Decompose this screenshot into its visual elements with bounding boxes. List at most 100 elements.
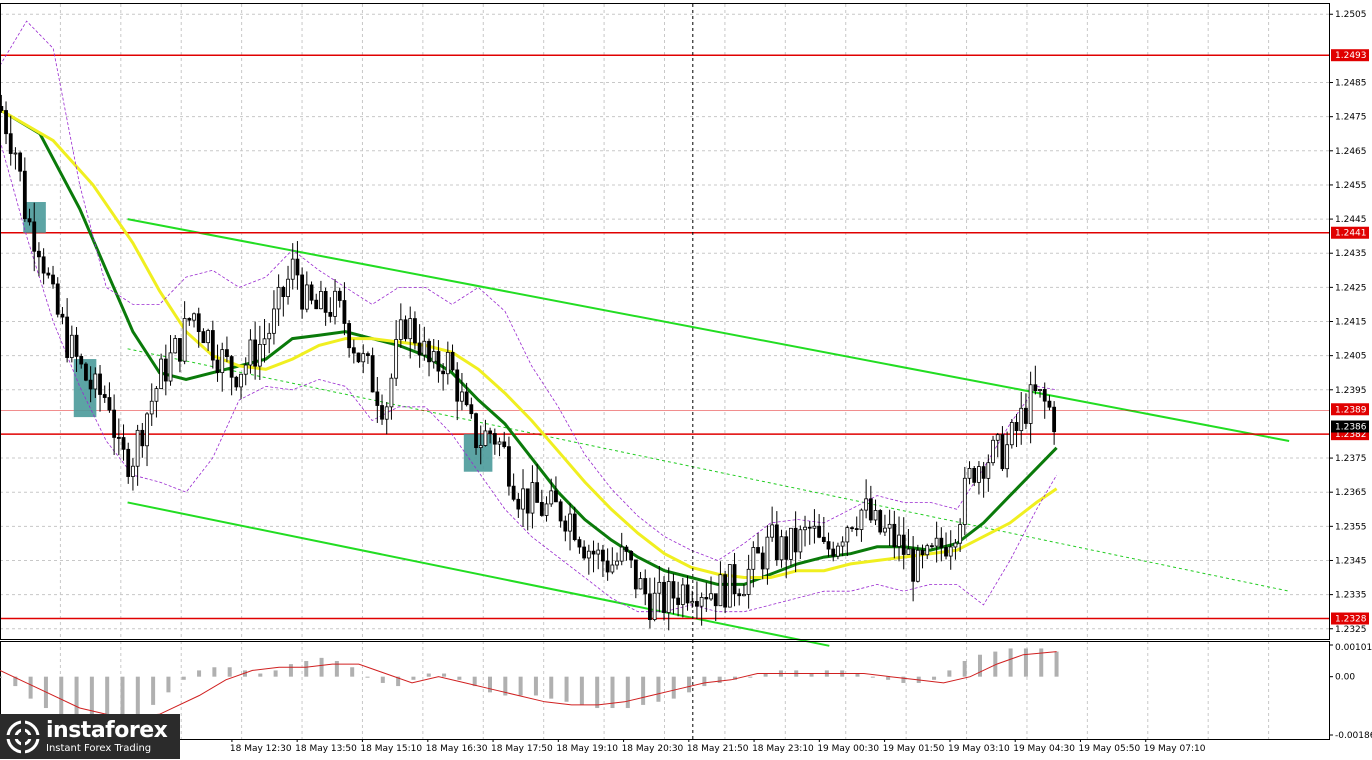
time-tick-label: 18 May 20:30 xyxy=(622,744,684,754)
trend-channel xyxy=(127,218,1290,647)
candle-body xyxy=(178,338,182,362)
candle-body xyxy=(460,391,464,402)
histogram-bar xyxy=(656,676,661,702)
candle-body xyxy=(944,547,948,557)
candle-body xyxy=(977,466,981,483)
candle-body xyxy=(469,404,474,415)
candle-body xyxy=(55,283,60,315)
histogram-bar xyxy=(503,676,508,696)
candle-body xyxy=(774,524,779,561)
candle-body xyxy=(220,349,225,374)
candle-body xyxy=(784,536,789,560)
candle-body xyxy=(1038,389,1042,392)
candle-body xyxy=(666,581,671,613)
histogram-bar xyxy=(197,670,202,677)
candle-body xyxy=(915,549,920,582)
candle-body xyxy=(436,351,441,372)
candle-body xyxy=(864,498,869,511)
candle-body xyxy=(215,359,220,374)
price-tag-label: 1.2389 xyxy=(1335,405,1367,415)
histogram-bar xyxy=(870,676,875,678)
candle-body xyxy=(257,344,262,367)
signal-line xyxy=(0,651,1057,718)
candle-body xyxy=(41,256,46,274)
candle-body xyxy=(854,528,859,530)
candle-body xyxy=(967,467,972,479)
candle-body xyxy=(88,379,93,390)
level-tag-label: 1.2441 xyxy=(1335,229,1367,239)
candle-body xyxy=(488,430,493,434)
candle-body xyxy=(314,299,319,310)
candle-body xyxy=(51,274,55,285)
candle-body xyxy=(821,536,826,543)
histogram-bar xyxy=(579,676,584,705)
histogram-bar xyxy=(442,673,447,677)
candle-body xyxy=(276,286,281,310)
candle-body xyxy=(154,388,159,402)
histogram-bar xyxy=(135,676,140,715)
candle-body xyxy=(958,524,963,544)
candle-body xyxy=(930,545,934,548)
candle-body xyxy=(756,547,760,554)
candle-body xyxy=(1000,434,1005,470)
histogram-bar xyxy=(932,676,937,680)
price-tags: 1.2493 1.2441 1.2382 1.2328 1.2389 1.2386 xyxy=(1331,49,1369,625)
candle-body xyxy=(1009,422,1014,446)
price-tick-label: 1.2505 xyxy=(1335,10,1367,20)
candle-body xyxy=(972,467,977,483)
time-tick-label: 18 May 12:30 xyxy=(230,744,292,754)
candle-body xyxy=(323,291,328,313)
candle-body xyxy=(116,437,121,439)
price-tag xyxy=(1331,403,1369,416)
candle-body xyxy=(168,352,173,382)
candle-body xyxy=(530,482,535,514)
candle-body xyxy=(32,221,37,252)
histogram-bar xyxy=(595,676,600,709)
candle-body xyxy=(262,338,267,345)
histogram-bar xyxy=(641,676,646,705)
candle-body xyxy=(554,490,558,503)
histogram-bar xyxy=(1008,648,1013,677)
histogram-bar xyxy=(1023,648,1028,677)
candle-body xyxy=(1033,384,1038,392)
price-tick-label: 1.2435 xyxy=(1335,249,1367,259)
level-tag xyxy=(1331,49,1369,62)
candle-body xyxy=(304,284,309,310)
trend-line xyxy=(127,501,830,647)
signal-box xyxy=(463,434,493,472)
candle-body xyxy=(516,498,521,510)
candle-body xyxy=(356,352,361,363)
candle-body xyxy=(948,546,953,557)
price-tick-label: 1.2475 xyxy=(1335,113,1367,123)
time-tick-label: 19 May 03:10 xyxy=(948,744,1010,754)
candle-body xyxy=(897,534,901,547)
candle-body xyxy=(939,537,944,548)
price-tick-label: 1.2375 xyxy=(1335,454,1367,464)
candle-body xyxy=(319,291,323,310)
candle-body xyxy=(497,441,502,445)
candle-body xyxy=(1047,400,1052,408)
candle-body xyxy=(427,340,431,363)
time-tick-label: 18 May 15:10 xyxy=(360,744,422,754)
price-tick-label: 1.2425 xyxy=(1335,283,1367,293)
candle-body xyxy=(648,593,652,620)
candle-body xyxy=(789,527,793,560)
oscillator-panel xyxy=(0,648,1059,724)
time-tick-label: 18 May 16:30 xyxy=(426,744,488,754)
oscillator-panel-frame xyxy=(0,641,1330,740)
candle-body xyxy=(351,347,356,354)
candle-body xyxy=(389,377,394,408)
candle-body xyxy=(342,300,347,324)
candle-body xyxy=(84,363,88,381)
histogram-bar xyxy=(671,676,676,699)
candle-body xyxy=(483,430,488,446)
candle-body xyxy=(746,568,751,595)
logo-icon xyxy=(4,717,42,756)
histogram-bar xyxy=(687,676,692,693)
bb-upper-line xyxy=(0,20,1057,561)
candle-body xyxy=(333,290,337,317)
candle-body xyxy=(535,482,540,503)
time-tick-label: 19 May 04:30 xyxy=(1013,744,1075,754)
candle-body xyxy=(337,290,342,301)
